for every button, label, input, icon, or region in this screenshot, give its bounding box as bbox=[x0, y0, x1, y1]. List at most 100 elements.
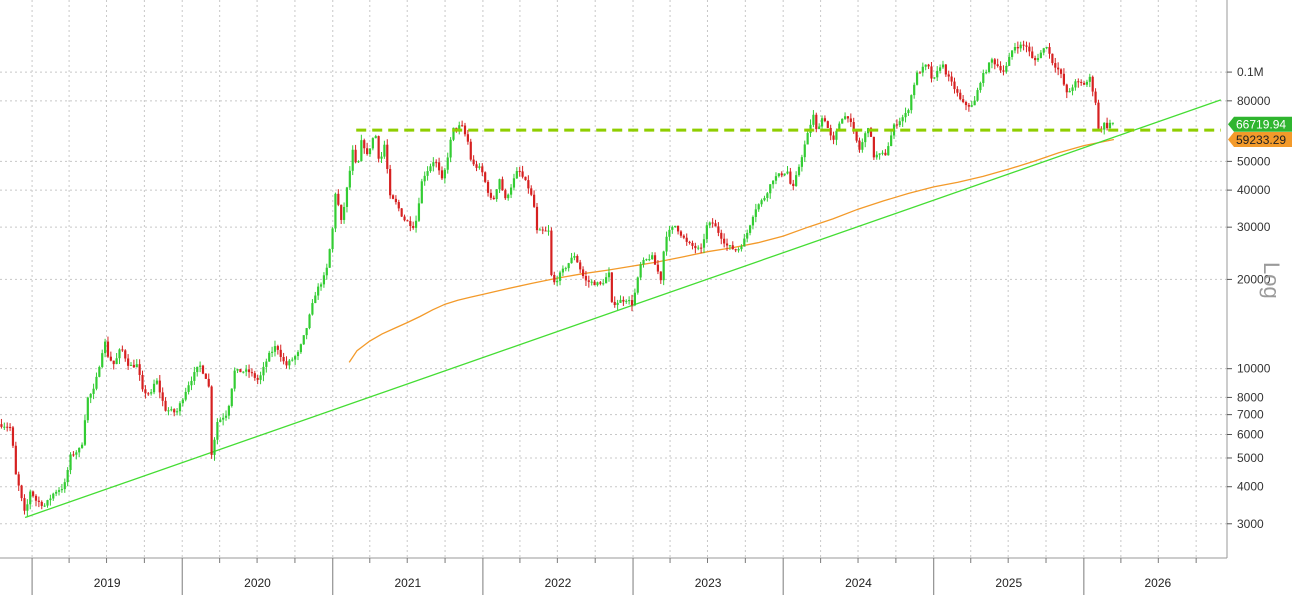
candle-body bbox=[1048, 47, 1051, 54]
candle bbox=[907, 108, 910, 116]
candle bbox=[760, 198, 763, 207]
candle-body bbox=[679, 231, 683, 236]
candle-body bbox=[49, 498, 52, 501]
candle-body bbox=[656, 264, 660, 272]
candle bbox=[46, 499, 49, 508]
candle-body bbox=[700, 247, 703, 249]
candle-body bbox=[75, 452, 78, 455]
candle bbox=[227, 404, 231, 420]
candle bbox=[245, 364, 248, 377]
candle-body bbox=[665, 236, 668, 252]
candle bbox=[720, 229, 723, 245]
candle bbox=[651, 252, 654, 260]
candle-body bbox=[645, 259, 648, 261]
candle bbox=[75, 450, 78, 460]
candle bbox=[515, 167, 518, 180]
candle-body bbox=[417, 203, 421, 221]
candle bbox=[962, 95, 965, 104]
candle-body bbox=[619, 299, 622, 303]
candle bbox=[550, 227, 553, 277]
candle-body bbox=[360, 140, 363, 162]
candle bbox=[691, 240, 694, 250]
candle bbox=[639, 261, 642, 281]
candle bbox=[645, 258, 648, 261]
candle bbox=[622, 296, 625, 306]
candle bbox=[458, 121, 461, 135]
candle-body bbox=[328, 249, 331, 268]
candle-body bbox=[570, 257, 573, 264]
candle-body bbox=[236, 369, 239, 371]
candle bbox=[426, 166, 429, 181]
candle-body bbox=[596, 282, 599, 286]
candle-body bbox=[990, 59, 994, 63]
candle bbox=[725, 238, 729, 251]
candle bbox=[953, 77, 956, 94]
candle bbox=[417, 197, 421, 222]
candle-body bbox=[976, 90, 979, 101]
candle-body bbox=[541, 229, 544, 231]
candle bbox=[317, 283, 320, 300]
candle-body bbox=[725, 243, 729, 246]
candle-body bbox=[1082, 82, 1086, 85]
candle bbox=[800, 154, 803, 172]
candle bbox=[368, 148, 372, 157]
candle bbox=[743, 233, 746, 247]
candle bbox=[305, 327, 308, 340]
candle-body bbox=[820, 118, 824, 127]
candle bbox=[846, 116, 850, 123]
candle-body bbox=[639, 264, 642, 278]
candle bbox=[993, 58, 996, 70]
candle bbox=[1016, 41, 1019, 54]
candle-body bbox=[0, 424, 3, 427]
candle bbox=[250, 368, 254, 377]
candle-body bbox=[881, 152, 884, 154]
candle-body bbox=[242, 371, 245, 373]
candle-body bbox=[155, 380, 159, 384]
candle bbox=[98, 365, 101, 378]
candle-body bbox=[377, 136, 380, 159]
candle bbox=[881, 150, 884, 156]
candle bbox=[472, 155, 475, 167]
candle-body bbox=[386, 144, 389, 169]
candle-body bbox=[1085, 81, 1089, 85]
candle-body bbox=[918, 72, 922, 74]
candle-body bbox=[625, 300, 628, 302]
candle-body bbox=[953, 81, 956, 90]
candle bbox=[495, 188, 498, 202]
candle bbox=[144, 385, 147, 399]
candle-body bbox=[397, 202, 400, 209]
candle-body bbox=[746, 232, 749, 239]
candle-body bbox=[69, 454, 72, 471]
candle bbox=[858, 137, 861, 153]
candle-body bbox=[915, 72, 919, 85]
candle-body bbox=[106, 341, 110, 357]
y-tick-label: 4000 bbox=[1237, 480, 1264, 494]
candle-body bbox=[832, 135, 835, 140]
candle-body bbox=[368, 148, 372, 155]
candle bbox=[950, 71, 953, 86]
candle bbox=[737, 247, 740, 253]
candle bbox=[222, 413, 225, 426]
candle bbox=[386, 139, 389, 174]
candle bbox=[34, 494, 38, 507]
candle-body bbox=[135, 364, 138, 368]
candle-body bbox=[1074, 81, 1077, 88]
candle bbox=[1074, 79, 1077, 91]
candle-body bbox=[394, 198, 398, 203]
candle bbox=[653, 252, 657, 265]
candle bbox=[556, 275, 559, 287]
candle-body bbox=[265, 361, 268, 367]
candle-body bbox=[285, 361, 288, 366]
candle bbox=[17, 471, 20, 491]
candle bbox=[412, 221, 415, 230]
candle bbox=[112, 360, 115, 370]
candle-body bbox=[1054, 63, 1057, 68]
candle-body bbox=[783, 173, 786, 176]
candle bbox=[723, 233, 726, 248]
candle-body bbox=[210, 386, 213, 455]
candle-body bbox=[685, 237, 688, 242]
candle-body bbox=[158, 380, 161, 393]
candle bbox=[342, 202, 346, 224]
candle bbox=[872, 136, 875, 160]
